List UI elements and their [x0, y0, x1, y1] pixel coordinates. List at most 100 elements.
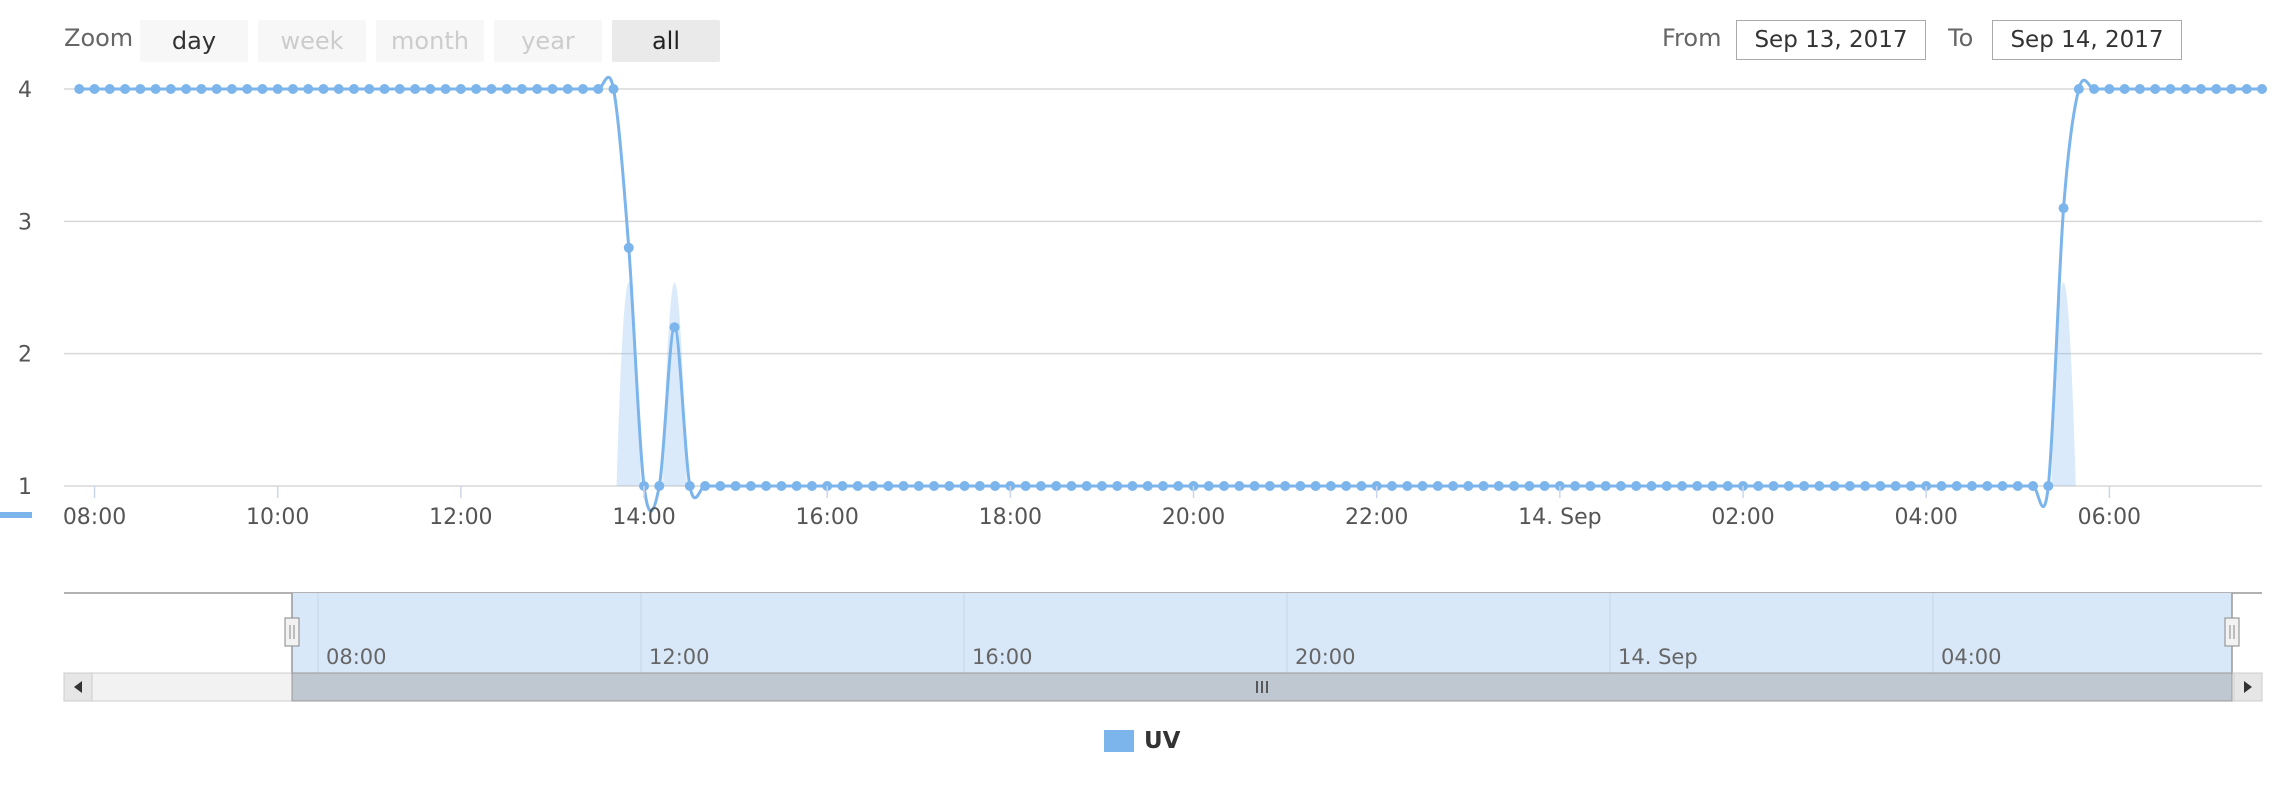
uv-data-point[interactable]	[1905, 481, 1916, 491]
uv-data-point[interactable]	[196, 84, 207, 94]
uv-data-point[interactable]	[898, 481, 909, 491]
uv-data-point[interactable]	[1493, 481, 1504, 491]
uv-data-point[interactable]	[394, 84, 405, 94]
uv-data-point[interactable]	[1661, 481, 1672, 491]
uv-data-point[interactable]	[1051, 481, 1062, 491]
uv-data-point[interactable]	[1524, 481, 1535, 491]
uv-data-point[interactable]	[608, 84, 619, 94]
uv-data-point[interactable]	[1814, 481, 1825, 491]
uv-data-point[interactable]	[623, 242, 634, 253]
uv-data-point[interactable]	[730, 481, 741, 491]
uv-data-point[interactable]	[1325, 481, 1336, 491]
uv-data-point[interactable]	[1096, 481, 1107, 491]
uv-data-point[interactable]	[1386, 481, 1397, 491]
uv-data-point[interactable]	[349, 84, 360, 94]
uv-data-point[interactable]	[761, 481, 772, 491]
uv-data-point[interactable]	[165, 84, 176, 94]
uv-data-point[interactable]	[2257, 84, 2267, 94]
uv-data-point[interactable]	[1127, 481, 1138, 491]
uv-data-point[interactable]	[1997, 481, 2008, 491]
uv-data-point[interactable]	[2073, 84, 2084, 94]
uv-data-point[interactable]	[837, 481, 848, 491]
uv-data-point[interactable]	[2028, 481, 2039, 491]
uv-data-point[interactable]	[1692, 481, 1703, 491]
uv-data-point[interactable]	[1829, 481, 1840, 491]
scrollbar-thumb[interactable]	[291, 672, 2233, 702]
uv-data-point[interactable]	[1280, 481, 1291, 491]
uv-data-point[interactable]	[2012, 481, 2023, 491]
uv-data-point[interactable]	[593, 84, 604, 94]
uv-data-point[interactable]	[1875, 481, 1886, 491]
uv-data-point[interactable]	[791, 481, 802, 491]
uv-data-point[interactable]	[1402, 481, 1413, 491]
uv-data-point[interactable]	[120, 84, 131, 94]
zoom-day-button[interactable]: day	[140, 20, 248, 62]
uv-data-point[interactable]	[272, 84, 283, 94]
uv-data-point[interactable]	[1264, 481, 1275, 491]
uv-data-point[interactable]	[74, 84, 85, 94]
uv-data-point[interactable]	[1982, 481, 1993, 491]
navigator-right-handle[interactable]	[2224, 617, 2240, 647]
uv-data-point[interactable]	[1783, 481, 1794, 491]
uv-data-point[interactable]	[1081, 481, 1092, 491]
navigator-left-handle[interactable]	[284, 617, 300, 647]
navigator-selected-range[interactable]	[292, 593, 2232, 673]
uv-data-point[interactable]	[1341, 481, 1352, 491]
uv-data-point[interactable]	[1142, 481, 1153, 491]
uv-data-point[interactable]	[547, 84, 558, 94]
uv-data-point[interactable]	[516, 84, 527, 94]
uv-data-point[interactable]	[455, 84, 466, 94]
uv-data-point[interactable]	[883, 481, 894, 491]
uv-data-point[interactable]	[1295, 481, 1306, 491]
uv-data-point[interactable]	[1509, 481, 1520, 491]
uv-data-point[interactable]	[2134, 84, 2145, 94]
uv-data-point[interactable]	[410, 84, 421, 94]
uv-data-point[interactable]	[1966, 481, 1977, 491]
uv-data-point[interactable]	[2119, 84, 2130, 94]
uv-data-point[interactable]	[715, 481, 726, 491]
uv-data-point[interactable]	[1112, 481, 1123, 491]
uv-data-point[interactable]	[1936, 481, 1947, 491]
uv-data-point[interactable]	[1890, 481, 1901, 491]
uv-data-point[interactable]	[303, 84, 314, 94]
uv-data-point[interactable]	[776, 481, 787, 491]
uv-data-point[interactable]	[654, 481, 665, 491]
uv-data-point[interactable]	[1234, 481, 1245, 491]
uv-data-point[interactable]	[226, 84, 237, 94]
uv-data-point[interactable]	[2180, 84, 2191, 94]
uv-data-point[interactable]	[425, 84, 436, 94]
uv-data-point[interactable]	[135, 84, 146, 94]
uv-data-point[interactable]	[577, 84, 588, 94]
uv-data-point[interactable]	[1951, 481, 1962, 491]
uv-data-point[interactable]	[1600, 481, 1611, 491]
uv-data-point[interactable]	[257, 84, 268, 94]
uv-data-point[interactable]	[1799, 481, 1810, 491]
uv-data-point[interactable]	[150, 84, 161, 94]
uv-data-point[interactable]	[1173, 481, 1184, 491]
uv-data-point[interactable]	[974, 481, 985, 491]
uv-data-point[interactable]	[1356, 481, 1367, 491]
uv-data-point[interactable]	[990, 481, 1001, 491]
uv-data-point[interactable]	[318, 84, 329, 94]
uv-data-point[interactable]	[1570, 481, 1581, 491]
uv-data-point[interactable]	[1158, 481, 1168, 491]
uv-data-point[interactable]	[1646, 481, 1657, 491]
zoom-month-button[interactable]: month	[376, 20, 484, 62]
uv-data-point[interactable]	[1478, 481, 1489, 491]
uv-data-point[interactable]	[1676, 481, 1687, 491]
uv-data-point[interactable]	[211, 84, 222, 94]
uv-data-point[interactable]	[181, 84, 192, 94]
uv-data-point[interactable]	[2058, 203, 2069, 214]
uv-data-point[interactable]	[2195, 84, 2206, 94]
uv-data-point[interactable]	[333, 84, 344, 94]
uv-data-point[interactable]	[1310, 481, 1321, 491]
zoom-week-button[interactable]: week	[258, 20, 366, 62]
uv-data-point[interactable]	[745, 481, 756, 491]
uv-data-point[interactable]	[1463, 481, 1474, 491]
uv-data-point[interactable]	[684, 481, 695, 491]
uv-data-point[interactable]	[1631, 481, 1642, 491]
uv-data-point[interactable]	[532, 84, 543, 94]
uv-data-point[interactable]	[700, 481, 711, 491]
uv-data-point[interactable]	[1844, 481, 1855, 491]
uv-data-point[interactable]	[379, 84, 390, 94]
